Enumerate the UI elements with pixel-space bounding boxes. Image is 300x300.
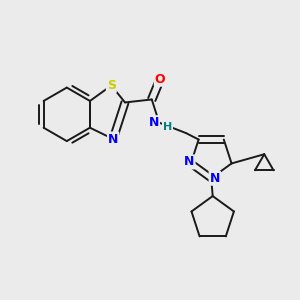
Text: S: S: [107, 79, 116, 92]
Text: O: O: [155, 73, 165, 86]
Text: N: N: [149, 116, 159, 129]
Text: N: N: [210, 172, 220, 185]
Text: H: H: [163, 122, 172, 132]
Text: N: N: [108, 133, 118, 146]
Text: N: N: [184, 155, 195, 169]
